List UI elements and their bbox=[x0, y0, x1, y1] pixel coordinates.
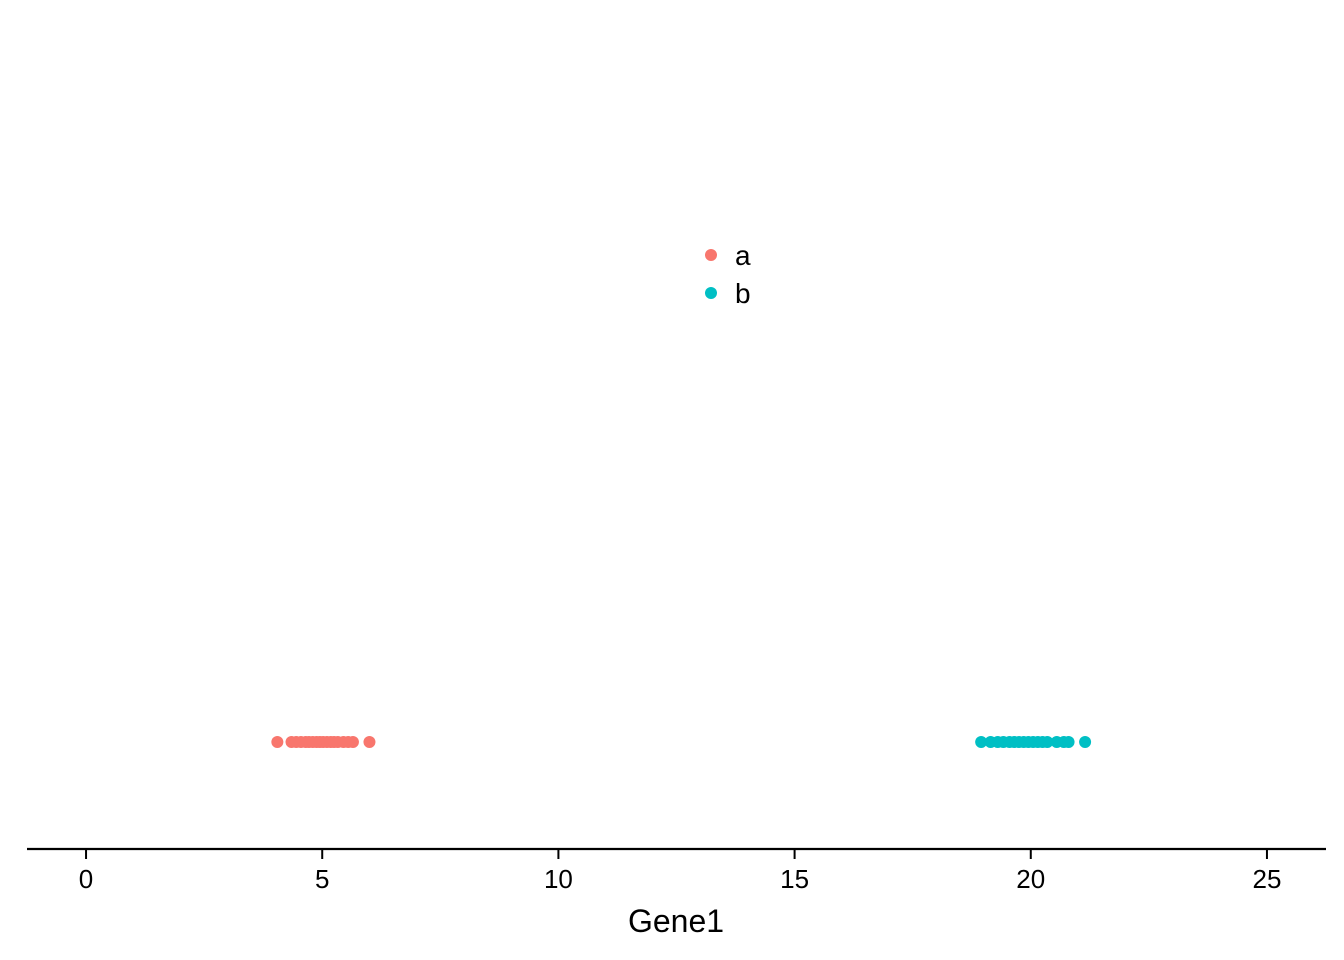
x-tick-label: 10 bbox=[544, 864, 573, 894]
point-a-16 bbox=[346, 736, 359, 748]
legend-key-a bbox=[705, 249, 717, 261]
point-b-0 bbox=[975, 736, 988, 748]
x-tick-label: 20 bbox=[1016, 864, 1045, 894]
points-layer bbox=[271, 736, 1092, 748]
point-a-0 bbox=[271, 736, 284, 748]
x-axis-ticks: 0 5 10 15 20 25 bbox=[79, 849, 1281, 894]
point-b-12 bbox=[1041, 736, 1054, 748]
x-tick-label: 15 bbox=[780, 864, 809, 894]
point-a-17 bbox=[363, 736, 376, 748]
legend-label-b: b bbox=[735, 278, 751, 309]
point-b-15 bbox=[1062, 736, 1075, 748]
point-b-16 bbox=[1079, 736, 1092, 748]
x-tick-label: 0 bbox=[79, 864, 93, 894]
legend-key-b bbox=[705, 287, 717, 299]
legend-label-a: a bbox=[735, 240, 751, 271]
x-tick-label: 5 bbox=[315, 864, 329, 894]
legend: ab bbox=[705, 240, 751, 309]
x-tick-label: 25 bbox=[1252, 864, 1281, 894]
x-axis-title: Gene1 bbox=[628, 903, 724, 939]
